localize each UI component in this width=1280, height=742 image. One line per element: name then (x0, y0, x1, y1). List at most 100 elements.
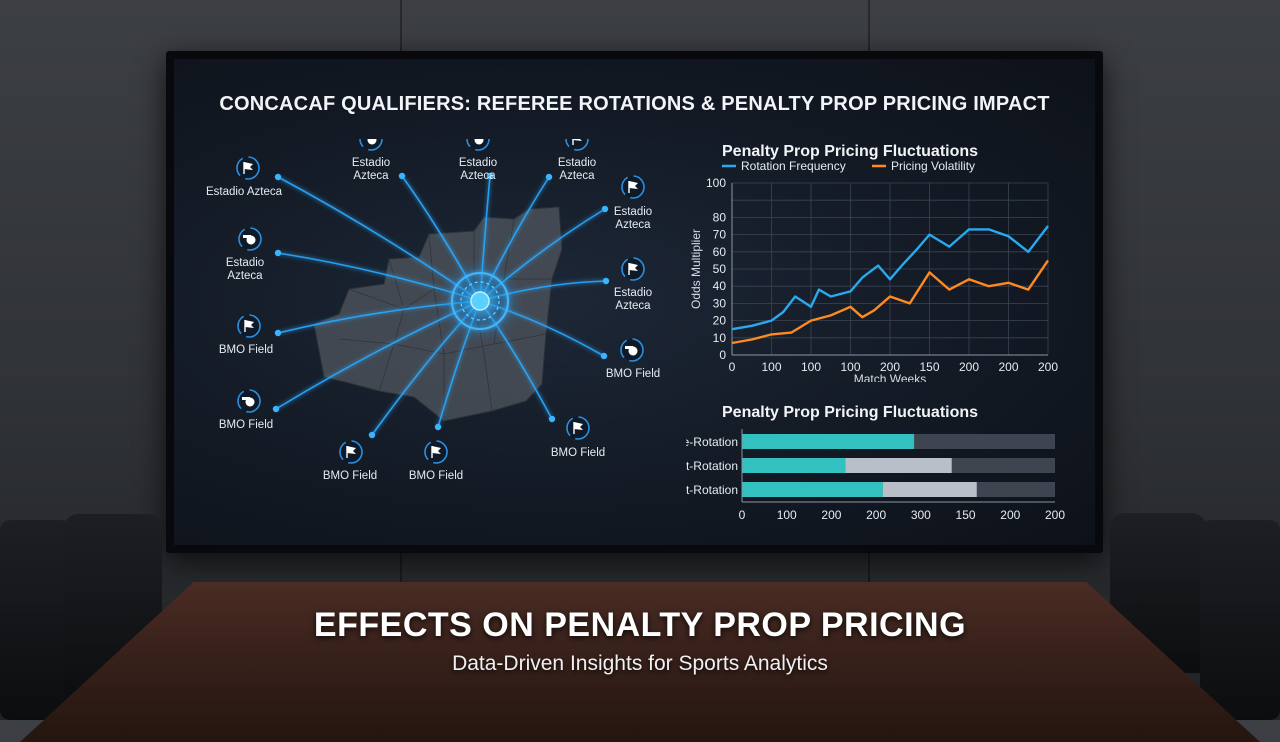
venue-node: BMO Field (219, 389, 273, 431)
bar-chart-title: Penalty Prop Pricing Fluctuations (722, 404, 978, 421)
bar-x-tick-label: 200 (866, 508, 886, 522)
bar-segment-secondary (882, 482, 977, 497)
venue-label: Estadio (352, 157, 390, 169)
bar-x-tick-label: 200 (821, 508, 841, 522)
x-tick-label: 100 (840, 360, 860, 374)
venue-node: BMO Field (606, 338, 660, 380)
venue-node: BMO Field (219, 314, 273, 356)
venue-label: BMO Field (606, 368, 660, 380)
x-tick-label: 200 (959, 360, 979, 374)
venue-label: BMO Field (409, 470, 463, 482)
flag-icon (621, 257, 645, 281)
link-endpoint-dot (368, 431, 376, 439)
bar-segment-secondary (845, 458, 952, 473)
link-endpoint-dot (548, 415, 556, 423)
venue-label: Azteca (460, 170, 496, 182)
link-endpoint-dot (274, 249, 282, 257)
venue-label: Estadio (558, 157, 596, 169)
wall-display: CONCACAF QUALIFIERS: REFEREE ROTATIONS &… (166, 51, 1103, 553)
series-line-rotation-frequency (731, 225, 1049, 331)
flag-icon (565, 139, 589, 151)
whistle-icon (237, 389, 261, 413)
link-endpoint-dot (398, 172, 406, 180)
dashboard-screen: CONCACAF QUALIFIERS: REFEREE ROTATIONS &… (174, 59, 1095, 545)
link-endpoint-dot (486, 172, 494, 180)
venue-label: Estadio (459, 157, 497, 169)
venue-label: Estadio Azteca (206, 186, 283, 198)
link-endpoint-dot (600, 352, 608, 360)
venue-label: Estadio (226, 257, 264, 269)
venue-label: Azteca (353, 170, 389, 182)
link-endpoint-dot (602, 277, 610, 285)
conference-table (20, 582, 1260, 742)
venue-label: Azteca (615, 300, 651, 312)
flag-icon (621, 175, 645, 199)
link-endpoint-dot (272, 405, 280, 413)
x-tick-label: 150 (919, 360, 939, 374)
region-boundary (428, 233, 445, 421)
x-tick-label: 200 (880, 360, 900, 374)
y-tick-label: 60 (713, 245, 727, 259)
flag-icon (237, 314, 261, 338)
legend-label: Rotation Frequency (741, 159, 846, 173)
y-tick-label: 100 (706, 176, 726, 190)
chair-left-back (0, 520, 72, 720)
bar-segment-primary (742, 482, 883, 497)
link-endpoint-dot (601, 205, 609, 213)
bar-category-label: Post-Rotation (686, 483, 738, 497)
whistle-icon (620, 338, 644, 362)
headline: EFFECTS ON PENALTY PROP PRICING (313, 606, 967, 644)
venue-label: Estadio (614, 287, 652, 299)
y-tick-label: 50 (713, 262, 727, 276)
x-tick-label: 0 (729, 360, 736, 374)
link-endpoint-dot (434, 423, 442, 431)
venue-label: Estadio (614, 206, 652, 218)
venue-label: BMO Field (323, 470, 377, 482)
bar-segment-primary (742, 458, 846, 473)
bar-x-tick-label: 100 (777, 508, 797, 522)
whistle-icon (238, 227, 262, 251)
legend-label: Pricing Volatility (891, 159, 975, 173)
x-tick-label: 200 (1038, 360, 1058, 374)
y-axis-label: Odds Multiplier (689, 229, 703, 309)
flag-icon (424, 440, 448, 464)
y-tick-label: 10 (713, 331, 727, 345)
x-tick-label: 100 (801, 360, 821, 374)
bar-segment-primary (742, 434, 915, 449)
y-tick-label: 80 (713, 210, 727, 224)
dashboard-title: CONCACAF QUALIFIERS: REFEREE ROTATIONS &… (219, 93, 1050, 115)
venue-label: Azteca (615, 219, 651, 231)
y-tick-label: 20 (713, 314, 727, 328)
y-tick-label: 30 (713, 296, 727, 310)
venue-label: BMO Field (219, 344, 273, 356)
line-chart-title: Penalty Prop Pricing Fluctuations (722, 143, 978, 160)
bar-category-label: Pre-Rotation (686, 435, 738, 449)
bar-x-tick-label: 200 (1000, 508, 1020, 522)
venue-label: BMO Field (219, 419, 273, 431)
y-tick-label: 40 (713, 279, 727, 293)
referee-network-diagram: Estadio AztecaEstadioAztecaEstadioAzteca… (206, 139, 660, 482)
link-endpoint-dot (274, 329, 282, 337)
x-axis-label: Match Weeks (854, 372, 926, 382)
series-line-pricing-volatility (731, 259, 1049, 345)
region-boundary (378, 258, 405, 392)
referee-hub-node (438, 259, 522, 343)
venue-node: BMO Field (323, 440, 377, 482)
bar-category-label: Post-Rotation (686, 459, 738, 473)
bar-chart: Penalty Prop Pricing Fluctuations Pre-Rot… (686, 404, 1065, 522)
whistle-icon (466, 139, 490, 151)
bar-x-tick-label: 0 (739, 508, 746, 522)
x-tick-label: 200 (998, 360, 1018, 374)
legend-entry: Pricing Volatility (872, 159, 975, 173)
subheadline: Data-Driven Insights for Sports Analytic… (452, 652, 828, 675)
chair-right-back (1200, 520, 1280, 720)
flag-icon (566, 416, 590, 440)
venue-node: BMO Field (409, 440, 463, 482)
link-endpoint-dot (545, 173, 553, 181)
legend-entry: Rotation Frequency (722, 159, 846, 173)
